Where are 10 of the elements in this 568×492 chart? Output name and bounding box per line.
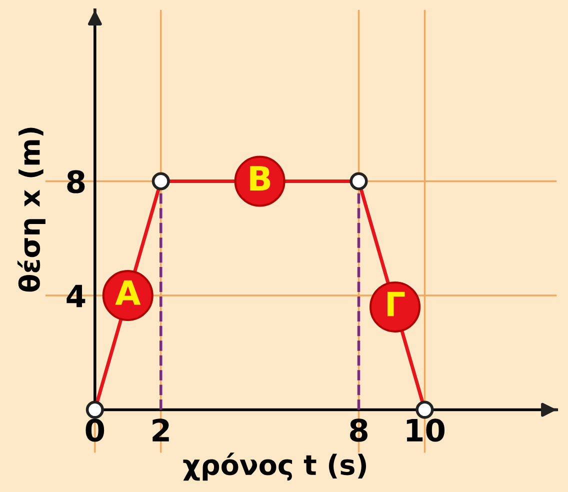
annotation: Α <box>115 280 141 305</box>
x-tick-label: 2 <box>152 418 169 442</box>
annotation: Γ <box>387 292 405 316</box>
x-tick-label: 10 <box>406 418 445 442</box>
y-tick-label: 4 <box>66 284 86 308</box>
annotation: Β <box>250 166 270 190</box>
x-tick-label: 8 <box>350 418 368 442</box>
x-axis-title: χρόνος t (s) <box>183 452 366 481</box>
x-tick-label: 0 <box>86 418 104 442</box>
y-axis-title: θέση x (m) <box>17 128 46 292</box>
